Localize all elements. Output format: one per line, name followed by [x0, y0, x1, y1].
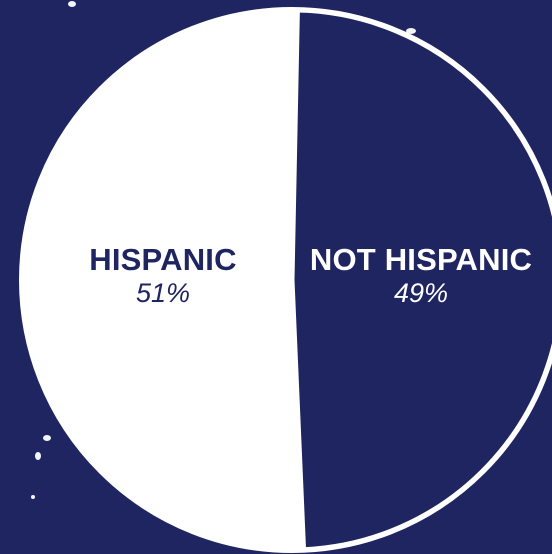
background-sparkle [406, 28, 416, 34]
slice-value-hispanic: 51% [135, 278, 191, 309]
hispanic-label-block: HISPANIC 51% [89, 242, 237, 309]
not-hispanic-label-block: NOT HISPANIC 49% [309, 242, 533, 309]
slice-label-hispanic: HISPANIC [89, 242, 237, 277]
pie-slice-hispanic [19, 7, 307, 553]
pie-slices [19, 7, 552, 553]
background-sparkle [43, 435, 51, 441]
slice-value-not-hispanic: 49% [393, 278, 449, 309]
background-sparkle [68, 1, 76, 7]
background-sparkle [31, 495, 35, 499]
background-sparkle [35, 452, 41, 460]
slice-label-not-hispanic: NOT HISPANIC [309, 242, 533, 277]
pie-slice-not-hispanic [289, 7, 552, 553]
